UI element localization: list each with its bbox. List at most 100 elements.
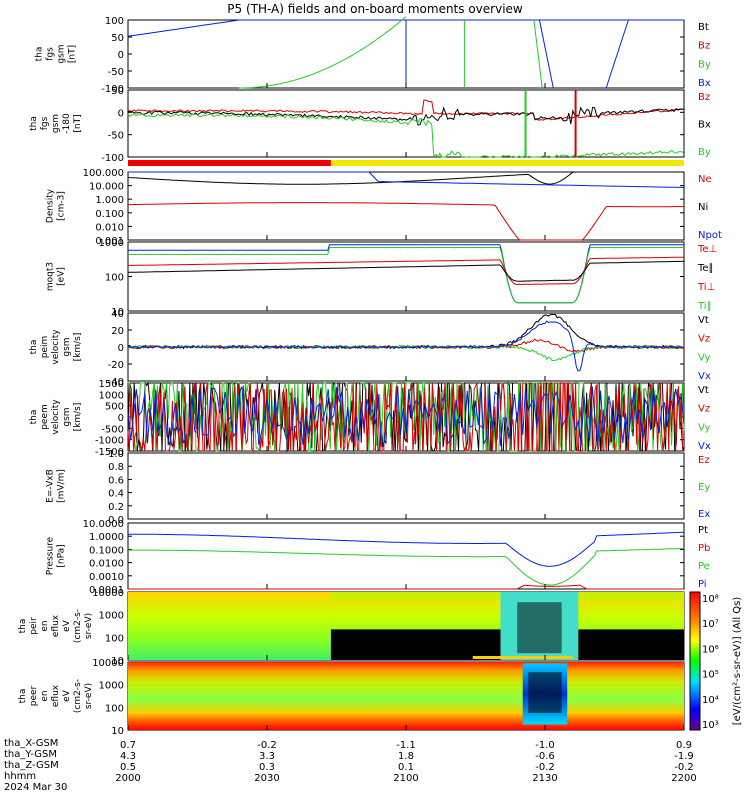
peer-ytick: 10 (111, 726, 124, 737)
peem_velocity-legend-Vz: Vz (698, 404, 710, 415)
x-tick-hhmm: 2130 (532, 773, 557, 784)
colorbar-tick: 10⁶ (702, 644, 719, 655)
vz-line (128, 339, 684, 352)
pressure-ytick: 0.0010 (89, 572, 124, 583)
mode-bar-slow (128, 160, 331, 166)
peem_velocity-ylabel: peem (40, 404, 50, 430)
fgs-ylabel: gsm (57, 44, 67, 63)
temperature-frame (128, 242, 684, 311)
x-row-label-x-gsm: tha_X-GSM (4, 739, 58, 749)
x-row-label-y-gsm: tha_Y-GSM (4, 750, 57, 760)
x-tick-zgsm: 0.3 (259, 762, 275, 773)
density-legend-Npot: Npot (698, 230, 722, 241)
efield-legend-Ez: Ez (698, 455, 710, 466)
x-tick-zgsm: -0.2 (674, 762, 694, 773)
fgs_zoom-ytick: 50 (111, 86, 124, 97)
pi-line (128, 532, 684, 566)
efield-ytick: 0.6 (108, 475, 124, 486)
x-tick-ygsm: 3.3 (259, 751, 275, 762)
peim_velocity-legend-Vx: Vx (698, 371, 711, 382)
peim_velocity-ytick: 20 (111, 326, 124, 337)
peir-ylabel: eflux (51, 614, 61, 637)
colorbar-tick: 10³ (702, 720, 719, 731)
efield-ytick: 0.4 (108, 489, 124, 500)
efield-ytick: 0.8 (108, 462, 124, 473)
npot-temp-line (128, 245, 684, 303)
peir-ylabel: peir (29, 617, 39, 635)
x-row-label-z-gsm: tha_Z-GSM (4, 761, 59, 771)
x-tick-xgsm: -0.2 (257, 740, 277, 751)
peir-ylabel: tha (18, 619, 28, 634)
peer-ylabel: tha (18, 689, 28, 704)
peim_velocity-ylabel: gsm (62, 337, 72, 356)
colorbar-tick: 10⁷ (702, 619, 719, 630)
temperature-legend-Te∥: Te∥ (697, 263, 714, 274)
x-tick-zgsm: -0.2 (535, 762, 555, 773)
peem_velocity-ytick: -1000 (95, 436, 124, 447)
x-tick-xgsm: 0.7 (120, 740, 136, 751)
ne-line (128, 203, 684, 240)
peem_velocity-legend-Vx: Vx (698, 441, 711, 452)
peer-ylabel: eflux (51, 684, 61, 707)
peem_velocity-ylabel: [km/s] (73, 403, 83, 432)
x-tick-zgsm: 0.1 (398, 762, 414, 773)
density-ytick: 0.010 (95, 222, 124, 233)
peim_velocity-ylabel: velocity (51, 329, 61, 365)
bx-spike (539, 20, 553, 88)
fgs-ylabel: tha (35, 47, 45, 62)
peir-ylabel: sr-eV) (84, 613, 94, 639)
peir-ytick: 100 (105, 633, 124, 644)
efield-ylabel: E=-VxB (46, 469, 56, 503)
peem_velocity-ytick: 500 (105, 402, 124, 413)
density-ytick: 0.100 (95, 209, 124, 220)
x-row-label-hhmm: hhmm (4, 772, 36, 782)
peim_velocity-legend-Vy: Vy (698, 352, 711, 363)
x-tick-hhmm: 2100 (393, 773, 418, 784)
colorbar-tick: 10⁴ (702, 695, 719, 706)
pressure-legend-Pe: Pe (698, 561, 710, 572)
mode-bar-fast (331, 160, 684, 166)
x-tick-ygsm: 4.3 (120, 751, 136, 762)
fgs_zoom-ylabel: tha (29, 116, 39, 131)
x-tick-hhmm: 2200 (671, 773, 696, 784)
peer-ylabel: (cm2-s- (73, 679, 83, 713)
peer-ylabel: eV (62, 689, 72, 702)
pe-line (128, 549, 684, 586)
density-ytick: 10.000 (89, 182, 124, 193)
pressure-ylabel: Pressure (46, 536, 56, 575)
fgs_zoom-ylabel: -180 (62, 113, 72, 134)
x-tick-ygsm: -1.9 (674, 751, 694, 762)
peir-flux-strip (473, 656, 573, 659)
temperature-legend-Te⊥: Te⊥ (697, 244, 717, 255)
efield-ytick: 0.2 (108, 502, 124, 513)
peim_velocity-ytick: -20 (108, 360, 124, 371)
peem_velocity-ytick: 0 (118, 413, 124, 424)
fgs-ytick: 50 (111, 33, 124, 44)
peim_velocity-legend-Vt: Vt (698, 315, 709, 326)
x-tick-xgsm: 0.9 (676, 740, 692, 751)
x-tick-hhmm: 2030 (254, 773, 279, 784)
peem_velocity-legend-Vt: Vt (698, 385, 709, 396)
fgs_zoom-legend-Bx: Bx (698, 120, 711, 131)
temperature-ytick: 100 (105, 273, 124, 284)
pressure-ytick: 0.0100 (89, 559, 124, 570)
fgs-ylabel: [nT] (68, 45, 78, 63)
efield-ylabel: [mV/m] (57, 469, 67, 503)
pressure-legend-Pt: Pt (698, 525, 708, 536)
by-line (239, 17, 406, 88)
ti-par-line (128, 248, 684, 303)
colorbar (690, 592, 700, 730)
peer-ylabel: peer (29, 685, 39, 706)
fgs_zoom-legend-Bz: Bz (698, 92, 710, 103)
fgs-ylabel: fgs (46, 47, 56, 61)
peer-ytick: 100 (105, 703, 124, 714)
x-row-label-date: 2024 Mar 30 (4, 783, 67, 793)
pressure-ytick: 0.1000 (89, 545, 124, 556)
density-ylabel: Density (46, 188, 56, 223)
peir-ytick: 10000 (92, 588, 124, 599)
fgs_zoom-legend-By: By (698, 147, 711, 158)
fgs-legend-Bx: Bx (698, 78, 711, 89)
peir-cusp-noise (517, 602, 561, 653)
x-tick-xgsm: -1.1 (396, 740, 416, 751)
peer-ytick: 1000 (99, 681, 124, 692)
